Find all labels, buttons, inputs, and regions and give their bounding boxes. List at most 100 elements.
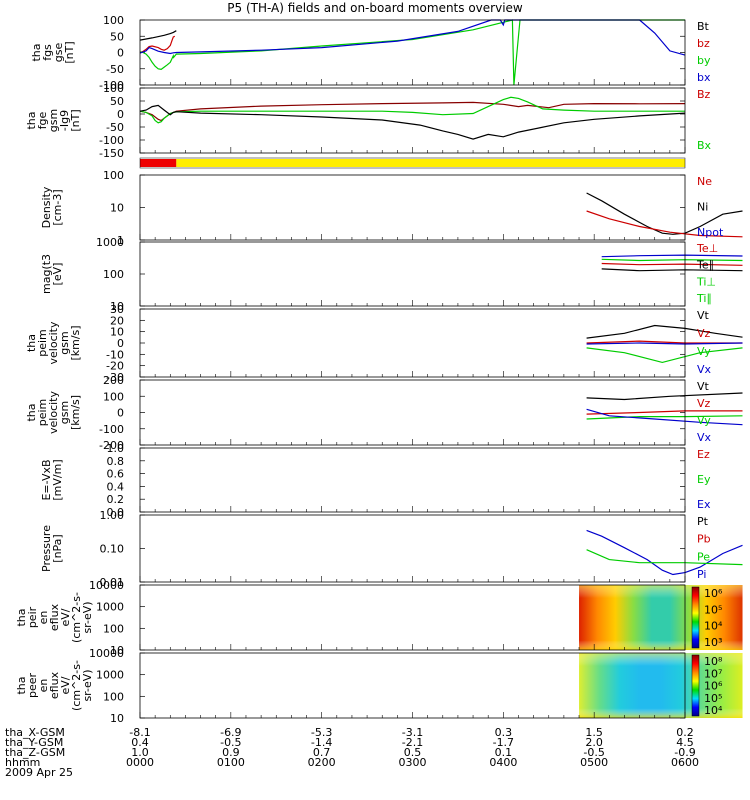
legend-Vz: Vz: [697, 397, 711, 410]
mode-bar-frame: [139, 157, 686, 169]
y-tick-label: -30: [106, 371, 124, 384]
series-line-Bz: [139, 101, 686, 122]
y-tick-label: 100: [103, 622, 124, 635]
y-axis-label-line: fge: [36, 111, 49, 129]
colorbar-tick: 10⁸: [704, 655, 723, 668]
y-tick-label: 1000: [96, 236, 124, 249]
y-tick-label: 0: [117, 47, 124, 60]
colorbar-tick: 10⁶: [704, 680, 723, 693]
y-axis-label-line: gsm: [58, 401, 71, 424]
legend-Pe: Pe: [697, 550, 710, 563]
colorbar-tick: 10⁴: [704, 704, 723, 717]
y-tick-label: 50: [110, 30, 124, 43]
x-row-value: -8.1: [129, 726, 150, 739]
legend-Pt: Pt: [697, 515, 709, 528]
x-row-value: -3.1: [402, 726, 423, 739]
legend-Ey: Ey: [697, 473, 711, 486]
y-axis-label-line: Density: [40, 186, 53, 228]
colorbar-tick: 10⁴: [704, 620, 723, 633]
y-tick-label: 10: [110, 644, 124, 657]
y-axis-label: E=-VxB[mV/m]: [40, 459, 64, 500]
series-line-Ni: [586, 192, 743, 235]
panel-frame: [139, 241, 686, 307]
legend-Bt: Bt: [697, 20, 710, 33]
x-row-value: 0.3: [495, 726, 513, 739]
y-axis-label-line: eflux: [48, 671, 61, 699]
y-axis-label-line: en: [37, 611, 50, 625]
y-tick-label: 1.0: [107, 442, 125, 455]
y-axis-label: Pressure[nPa]: [40, 525, 64, 572]
y-tick-label: 100: [103, 169, 124, 182]
panel-peir: thapeirenefluxeV/(cm^2-s-sr-eV)100001000…: [15, 579, 743, 657]
colorbar-tick: 10⁵: [704, 692, 722, 705]
legend-Pb: Pb: [697, 533, 711, 546]
y-tick-label: 10000: [89, 647, 124, 660]
y-tick-label: 0.6: [107, 468, 125, 481]
legend-Te⊥: Te⊥: [696, 242, 718, 255]
y-tick-label: 200: [103, 374, 124, 387]
legend-Te∥: Te∥: [696, 259, 714, 272]
panel-fgs_gse: thafgsgse[nT] 100 50 0 -50 -100 Bt bz by bx: [30, 14, 711, 92]
legend-Vx: Vx: [697, 431, 712, 444]
series-line-Bt: [139, 30, 177, 41]
y-tick-label: 0.01: [100, 576, 125, 589]
series-line-Ti: [601, 254, 743, 258]
x-row-label: tha_Y-GSM: [5, 736, 63, 749]
y-axis-label-line: fgs: [41, 44, 54, 61]
y-tick-label: 10: [110, 300, 124, 313]
colorbar-tick: 10³: [704, 636, 722, 649]
series-line-Vx: [586, 342, 743, 345]
y-tick-label: 100: [103, 14, 124, 27]
y-tick-label: 0.10: [100, 543, 125, 556]
colorbar: [691, 654, 700, 717]
x-row-value: -0.9: [674, 746, 695, 759]
panel-frame: [139, 379, 686, 446]
y-axis-label-line: gsm: [47, 109, 60, 132]
x-row-label: hhmm: [5, 756, 40, 769]
y-axis-label: thafgegsm-Ig9[nT]: [25, 109, 82, 132]
y-axis-label-line: sr-eV): [81, 601, 94, 633]
panel-frame: [139, 514, 686, 583]
y-tick-label: -20: [106, 360, 124, 373]
x-row-value: 0.9: [222, 746, 240, 759]
y-tick-label: 1000: [96, 601, 124, 614]
x-row-value: 0200: [308, 756, 336, 769]
mode-segment: [176, 159, 686, 167]
y-axis-label-line: tha: [25, 334, 38, 352]
series-line-Vz: [586, 410, 743, 415]
legend-by: by: [697, 54, 711, 67]
y-tick-label: 50: [110, 95, 124, 108]
heatmap-shade: [579, 585, 743, 650]
y-tick-label: -10: [106, 348, 124, 361]
y-axis-label-line: mag(t3: [40, 254, 53, 294]
x-row-value: 0100: [217, 756, 245, 769]
colorbar-tick: 10⁷: [704, 667, 722, 680]
y-axis-label-line: peim: [36, 399, 49, 427]
y-tick-label: -50: [106, 63, 124, 76]
legend-Bx: Bx: [697, 139, 712, 152]
y-tick-label: 100: [103, 268, 124, 281]
panel-frame: [139, 87, 686, 154]
x-row-value: 4.5: [676, 736, 694, 749]
y-axis-label-line: peir: [26, 606, 39, 628]
legend-Ez: Ez: [697, 448, 710, 461]
y-axis-label-line: tha: [15, 676, 28, 694]
y-axis-label-line: [cm-3]: [51, 189, 64, 225]
y-tick-label: -50: [106, 121, 124, 134]
y-tick-label: -100: [99, 79, 124, 92]
y-axis-label: thapeimvelocitygsm[km/s]: [25, 321, 82, 364]
y-tick-label: 100: [103, 82, 124, 95]
x-row-value: -0.5: [220, 736, 241, 749]
y-tick-label: 1: [117, 234, 124, 247]
y-tick-label: 1.00: [100, 509, 125, 522]
figure-title: P5 (TH-A) fields and on-board moments ov…: [227, 1, 523, 15]
legend-Ex: Ex: [697, 498, 711, 511]
y-tick-label: 10: [110, 202, 124, 215]
y-tick-label: -200: [99, 439, 124, 452]
x-row-value: 0.7: [313, 746, 331, 759]
x-row-value: 0000: [126, 756, 154, 769]
legend-Vy: Vy: [697, 414, 711, 427]
y-axis-label-line: peim: [36, 329, 49, 357]
series-line-Te: [601, 262, 743, 266]
